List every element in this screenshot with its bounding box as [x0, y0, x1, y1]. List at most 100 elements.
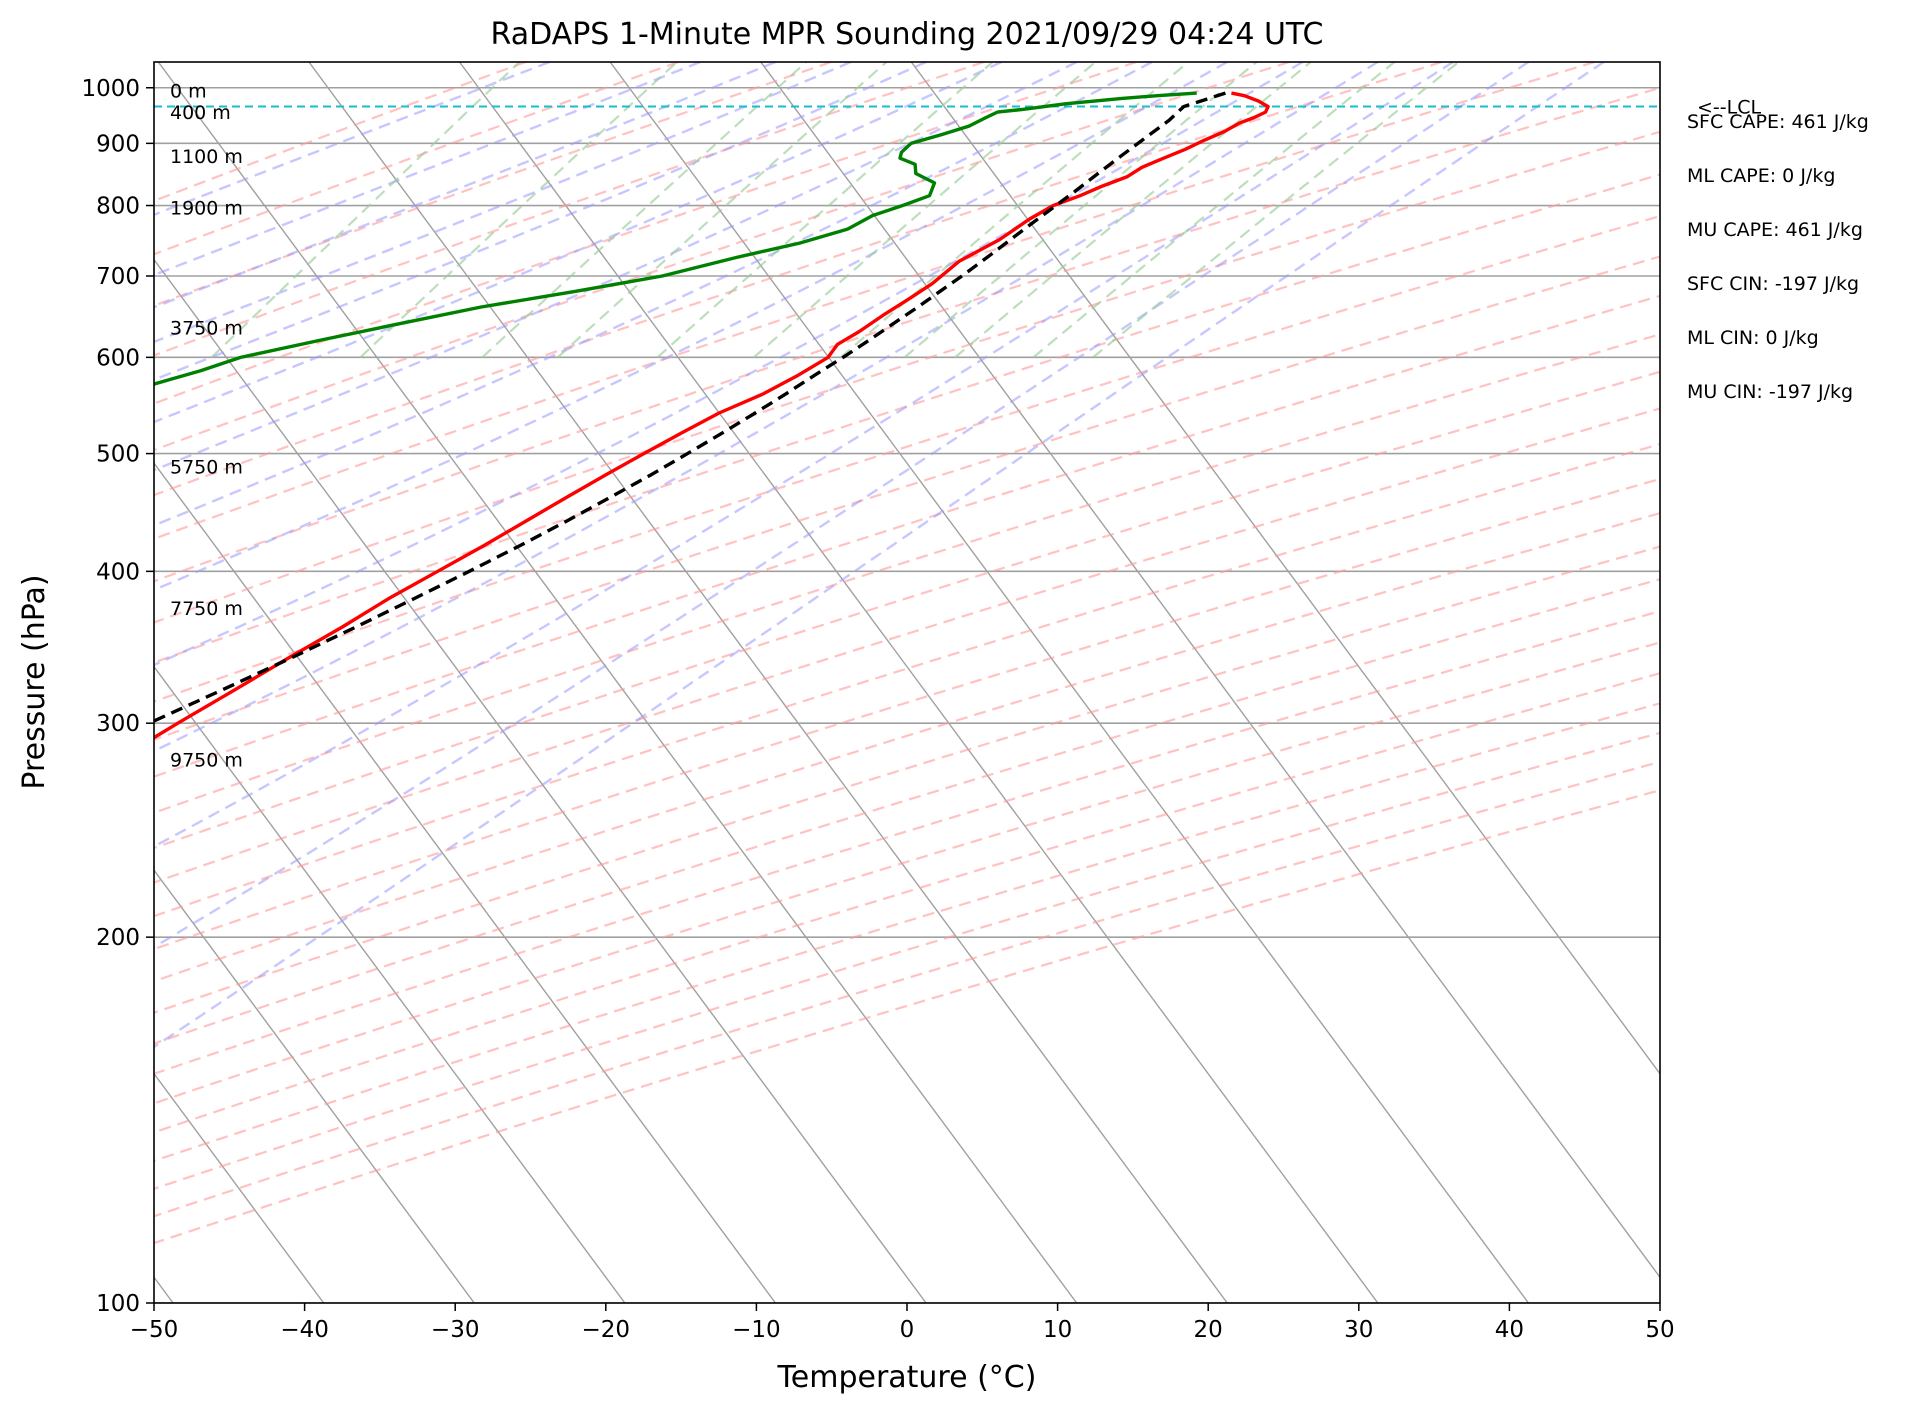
y-tick-label: 600: [96, 345, 140, 371]
mixing-ratio-line: [481, 62, 808, 359]
y-tick-label: 700: [96, 264, 140, 290]
y-tick-label: 200: [96, 925, 140, 951]
isotherm-line: [910, 62, 1660, 1075]
isotherm-line: [154, 1072, 325, 1303]
moist-adiabat: [154, 62, 1530, 949]
x-tick-label: 20: [1194, 1317, 1223, 1343]
height-label: 400 m: [170, 102, 231, 124]
stat-line: SFC CIN: -197 J/kg: [1687, 273, 1859, 295]
moist-adiabat: [154, 62, 1605, 1049]
dry-adiabat: [154, 760, 1660, 1218]
dry-adiabat: [154, 672, 1660, 1134]
stat-line: ML CAPE: 0 J/kg: [1687, 165, 1835, 187]
dry-adiabat: [154, 173, 1660, 664]
isotherm-line: [154, 258, 927, 1303]
dry-adiabat: [154, 641, 1660, 1105]
dry-adiabat: [154, 702, 1660, 1162]
y-tick-label: 900: [96, 131, 140, 157]
height-label: 7750 m: [170, 598, 243, 620]
x-tick-label: 50: [1645, 1317, 1674, 1343]
dry-adiabat: [154, 130, 1660, 624]
moist-adiabat: [154, 62, 1304, 667]
dry-adiabat: [154, 62, 1596, 540]
mixing-ratio-line: [1032, 62, 1396, 359]
stats-panel: SFC CAPE: 461 J/kg ML CAPE: 0 J/kg MU CAPE…: [1687, 111, 1869, 403]
dry-adiabat: [154, 477, 1660, 951]
height-label: 1100 m: [170, 146, 243, 168]
stat-line: MU CAPE: 461 J/kg: [1687, 219, 1863, 241]
height-label: 0 m: [170, 80, 207, 102]
y-tick-label: 1000: [81, 76, 140, 102]
isotherm-line: [154, 462, 777, 1303]
dry-adiabat: [154, 731, 1660, 1190]
dewpoint-line: [154, 91, 1197, 386]
moist-adiabat: [154, 62, 1153, 527]
x-axis-label: Temperature (°C): [777, 1360, 1037, 1395]
x-tick-label: 0: [900, 1317, 915, 1343]
x-tick-label: 10: [1043, 1317, 1072, 1343]
dry-adiabat: [154, 545, 1660, 1014]
x-tick-label: 30: [1344, 1317, 1373, 1343]
stat-line: ML CIN: 0 J/kg: [1687, 327, 1819, 349]
x-tick-label: −30: [431, 1317, 480, 1343]
moist-adiabat: [154, 62, 1002, 424]
stat-line: MU CIN: -197 J/kg: [1687, 381, 1853, 403]
height-label: 5750 m: [170, 456, 243, 478]
moist-adiabat: [154, 62, 701, 277]
mixing-ratio-line: [1092, 62, 1460, 359]
dry-adiabat: [154, 407, 1660, 884]
moist-adiabat: [154, 62, 1454, 848]
y-tick-label: 500: [96, 442, 140, 468]
dry-adiabat: [154, 370, 1660, 850]
plot-frame: [153, 61, 1661, 1304]
moist-adiabat: [154, 62, 1078, 472]
y-tick-label: 400: [96, 559, 140, 585]
dry-adiabat: [154, 789, 1660, 1245]
isotherm-line: [154, 869, 475, 1303]
temperature-line: [154, 91, 1270, 740]
background-grid: [154, 62, 1660, 1303]
mixing-ratio-line: [556, 62, 888, 359]
mixing-ratio-line: [210, 62, 521, 359]
moist-adiabat: [154, 62, 1228, 592]
x-tick-label: −10: [732, 1317, 781, 1343]
y-tick-label: 300: [96, 711, 140, 737]
dry-adiabat: [154, 333, 1660, 814]
y-axis-ticks: 100 200 300 400 500 600 700 800 900 1000: [81, 76, 154, 1317]
height-label: 9750 m: [170, 750, 243, 772]
dry-adiabat: [154, 578, 1660, 1045]
parcel-line: [154, 91, 1226, 723]
dry-adiabat: [154, 62, 832, 307]
isotherm-line: [157, 62, 1078, 1303]
dry-adiabat: [154, 255, 1660, 741]
mixing-ratio-line: [954, 62, 1312, 359]
isotherm-line: [308, 62, 1228, 1303]
isotherm-line: [609, 62, 1530, 1303]
dry-adiabat: [154, 294, 1660, 778]
y-tick-label: 800: [96, 194, 140, 220]
x-axis-ticks: −50 −40 −30 −20 −10 0 10 20 30 40 50: [130, 1303, 1675, 1343]
x-tick-label: 40: [1495, 1317, 1524, 1343]
height-label: 1900 m: [170, 198, 243, 220]
dry-adiabat: [154, 62, 985, 357]
x-tick-label: −40: [280, 1317, 329, 1343]
moist-adiabat: [154, 62, 1379, 753]
mixing-ratio-line: [656, 62, 994, 359]
dry-adiabat: [154, 62, 527, 203]
dry-adiabat: [154, 86, 1660, 583]
isotherm-line: [458, 62, 1379, 1303]
dry-adiabat: [154, 442, 1660, 918]
dry-adiabat: [154, 610, 1660, 1075]
sounding-series: [154, 91, 1270, 740]
height-label: 3750 m: [170, 317, 243, 339]
x-tick-label: −50: [130, 1317, 179, 1343]
mixing-ratio-line: [903, 62, 1258, 359]
mixing-ratio-line: [753, 62, 1097, 359]
dry-adiabat: [154, 62, 1290, 452]
stat-line: SFC CAPE: 461 J/kg: [1687, 111, 1869, 133]
dry-adiabat: [154, 62, 1443, 497]
moist-adiabat: [154, 62, 927, 382]
dry-adiabat: [154, 62, 1137, 405]
dry-adiabat: [154, 62, 679, 256]
